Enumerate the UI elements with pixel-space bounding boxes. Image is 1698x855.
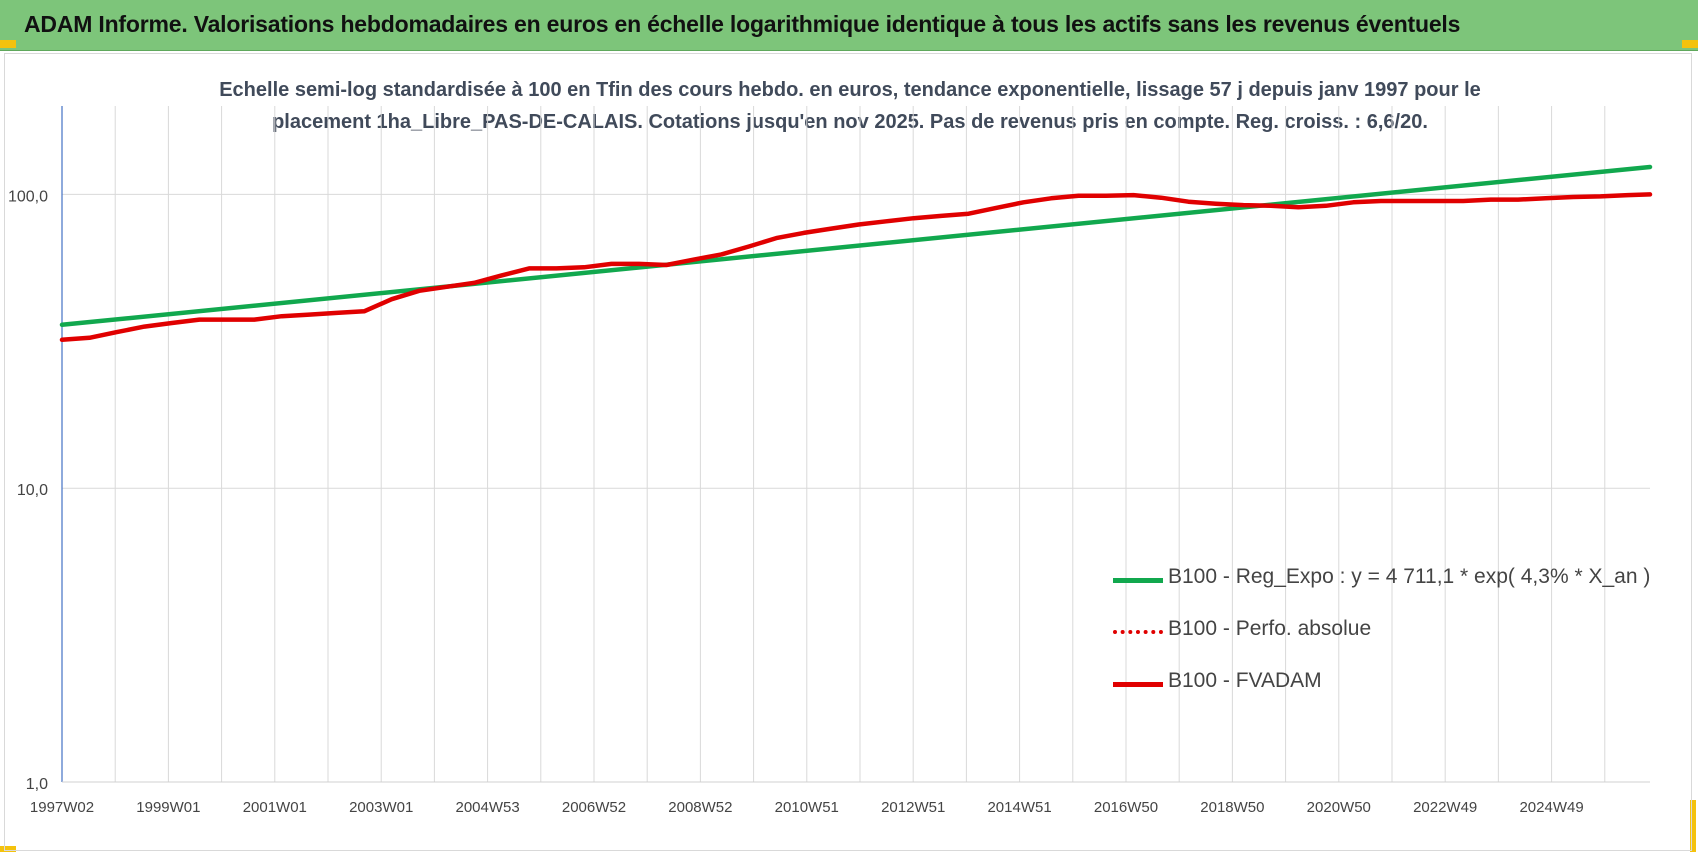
series-reg-expo-line xyxy=(59,164,1653,328)
chart-frame xyxy=(4,53,1692,851)
legend-label-fvadam: B100 - FVADAM xyxy=(1168,669,1322,692)
x-tick-label: 2008W52 xyxy=(668,799,732,816)
corner-accent-top-right xyxy=(1682,40,1698,48)
legend-label-reg-expo: B100 - Reg_Expo : y = 4 711,1 * exp( 4,3… xyxy=(1168,565,1651,588)
y-tick-label: 1,0 xyxy=(26,776,48,793)
legend-swatch-perfo-absolue xyxy=(1113,630,1163,634)
x-tick-label: 2024W49 xyxy=(1519,799,1583,816)
chart-title-line-1: Echelle semi-log standardisée à 100 en T… xyxy=(219,79,1481,101)
x-tick-label: 2006W52 xyxy=(562,799,626,816)
y-tick-label: 100,0 xyxy=(8,188,48,205)
legend-swatch-fvadam xyxy=(1113,682,1163,687)
label-layer: 1,0 10,0 100,0 1997W02 1999W01 2001W01 2003W01… xyxy=(8,188,1584,816)
grid-layer xyxy=(61,106,1650,783)
x-tick-label: 2010W51 xyxy=(775,799,839,816)
legend-swatch-reg-expo xyxy=(1113,578,1163,583)
banner-title: ADAM Informe. Valorisations hebdomadaire… xyxy=(24,11,1461,37)
series-fvadam-line xyxy=(59,192,1653,343)
x-tick-label: 2012W51 xyxy=(881,799,945,816)
corner-accent-bottom-right xyxy=(1690,800,1696,852)
chart-title-line-2: placement 1ha_Libre_PAS-DE-CALAIS. Cotat… xyxy=(272,111,1428,133)
title-banner: ADAM Informe. Valorisations hebdomadaire… xyxy=(0,0,1698,51)
x-tick-label: 2014W51 xyxy=(987,799,1051,816)
x-tick-label: 2003W01 xyxy=(349,799,413,816)
x-tick-label: 2020W50 xyxy=(1307,799,1371,816)
axis-layer xyxy=(61,106,1650,783)
corner-accent-top-left xyxy=(0,40,16,48)
x-tick-label: 2022W49 xyxy=(1413,799,1477,816)
x-tick-label: 2001W01 xyxy=(243,799,307,816)
x-tick-label: 1999W01 xyxy=(136,799,200,816)
series-layer xyxy=(59,164,1653,343)
x-tick-label: 2016W50 xyxy=(1094,799,1158,816)
x-tick-label: 2018W50 xyxy=(1200,799,1264,816)
y-tick-label: 10,0 xyxy=(17,482,48,499)
legend-label-perfo-absolue: B100 - Perfo. absolue xyxy=(1168,617,1372,640)
x-tick-label: 1997W02 xyxy=(30,799,94,816)
x-tick-label: 2004W53 xyxy=(455,799,519,816)
corner-accent-bottom-left xyxy=(0,846,16,852)
